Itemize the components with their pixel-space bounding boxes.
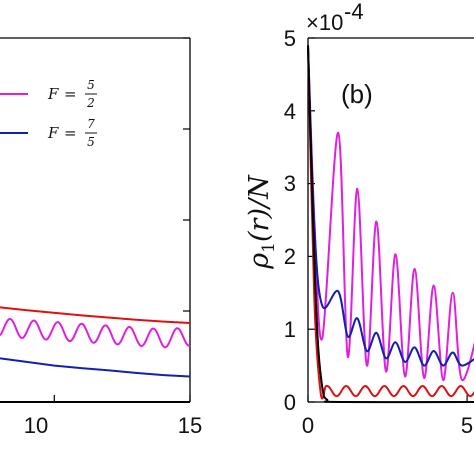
left-lines — [0, 306, 191, 403]
right-series-line-3 — [307, 45, 474, 404]
right-x-tick-5: 5 — [461, 413, 473, 438]
right-y-tick-5: 5 — [284, 26, 296, 51]
panel-label-b: (b) — [341, 79, 373, 109]
legend-f-symbol: F — [47, 124, 59, 142]
right-y-tick-3: 3 — [284, 171, 296, 196]
left-x-tick-10: 10 — [24, 413, 48, 438]
legend-entry-f-7-5: F = 7 5 — [0, 117, 97, 149]
y-label-rest: (r)/N — [244, 174, 275, 242]
y-axis-label-text: ρ1(r)/N — [244, 174, 279, 270]
y-label-rho: ρ — [244, 253, 275, 270]
left-series-line-0 — [0, 317, 191, 349]
legend-numerator: 5 — [87, 78, 95, 92]
legend-entry-f-5-2: F = 5 2 — [0, 78, 97, 110]
legend-f-symbol: F — [47, 85, 59, 103]
left-series-line-2 — [0, 306, 191, 325]
legend: F = 5 2 F = 7 5 — [0, 78, 97, 149]
legend-eq-sign: = — [64, 124, 77, 142]
exponent-times: ×10 — [306, 10, 343, 35]
right-y-tick-1: 1 — [284, 317, 296, 342]
right-lines — [307, 45, 474, 404]
left-series-line-1 — [0, 357, 191, 378]
y-axis-label: ρ1(r)/N — [244, 174, 279, 270]
right-x-tick-0: 0 — [302, 413, 314, 438]
right-y-tick-0: 0 — [284, 390, 296, 415]
right-y-tick-4: 4 — [284, 99, 296, 124]
legend-denominator: 2 — [86, 96, 95, 110]
legend-eq-sign: = — [64, 85, 77, 103]
right-series-line-1 — [307, 45, 474, 367]
legend-denominator: 5 — [87, 135, 95, 149]
y-label-sub: 1 — [259, 242, 279, 253]
exponent-power: -4 — [344, 0, 364, 24]
exponent-label: ×10 -4 — [306, 0, 364, 35]
right-ticks — [307, 37, 468, 403]
right-series-line-2 — [307, 45, 474, 400]
left-panel: 10 15 F = 5 2 F = 7 5 — [0, 37, 202, 438]
legend-numerator: 7 — [87, 117, 95, 131]
left-x-tick-15: 15 — [178, 413, 202, 438]
right-panel: 0 1 2 3 4 5 0 5 ×10 -4 (b) ρ1(r)/N — [244, 0, 474, 438]
right-series-line-0 — [307, 45, 474, 382]
right-y-tick-2: 2 — [284, 244, 296, 269]
